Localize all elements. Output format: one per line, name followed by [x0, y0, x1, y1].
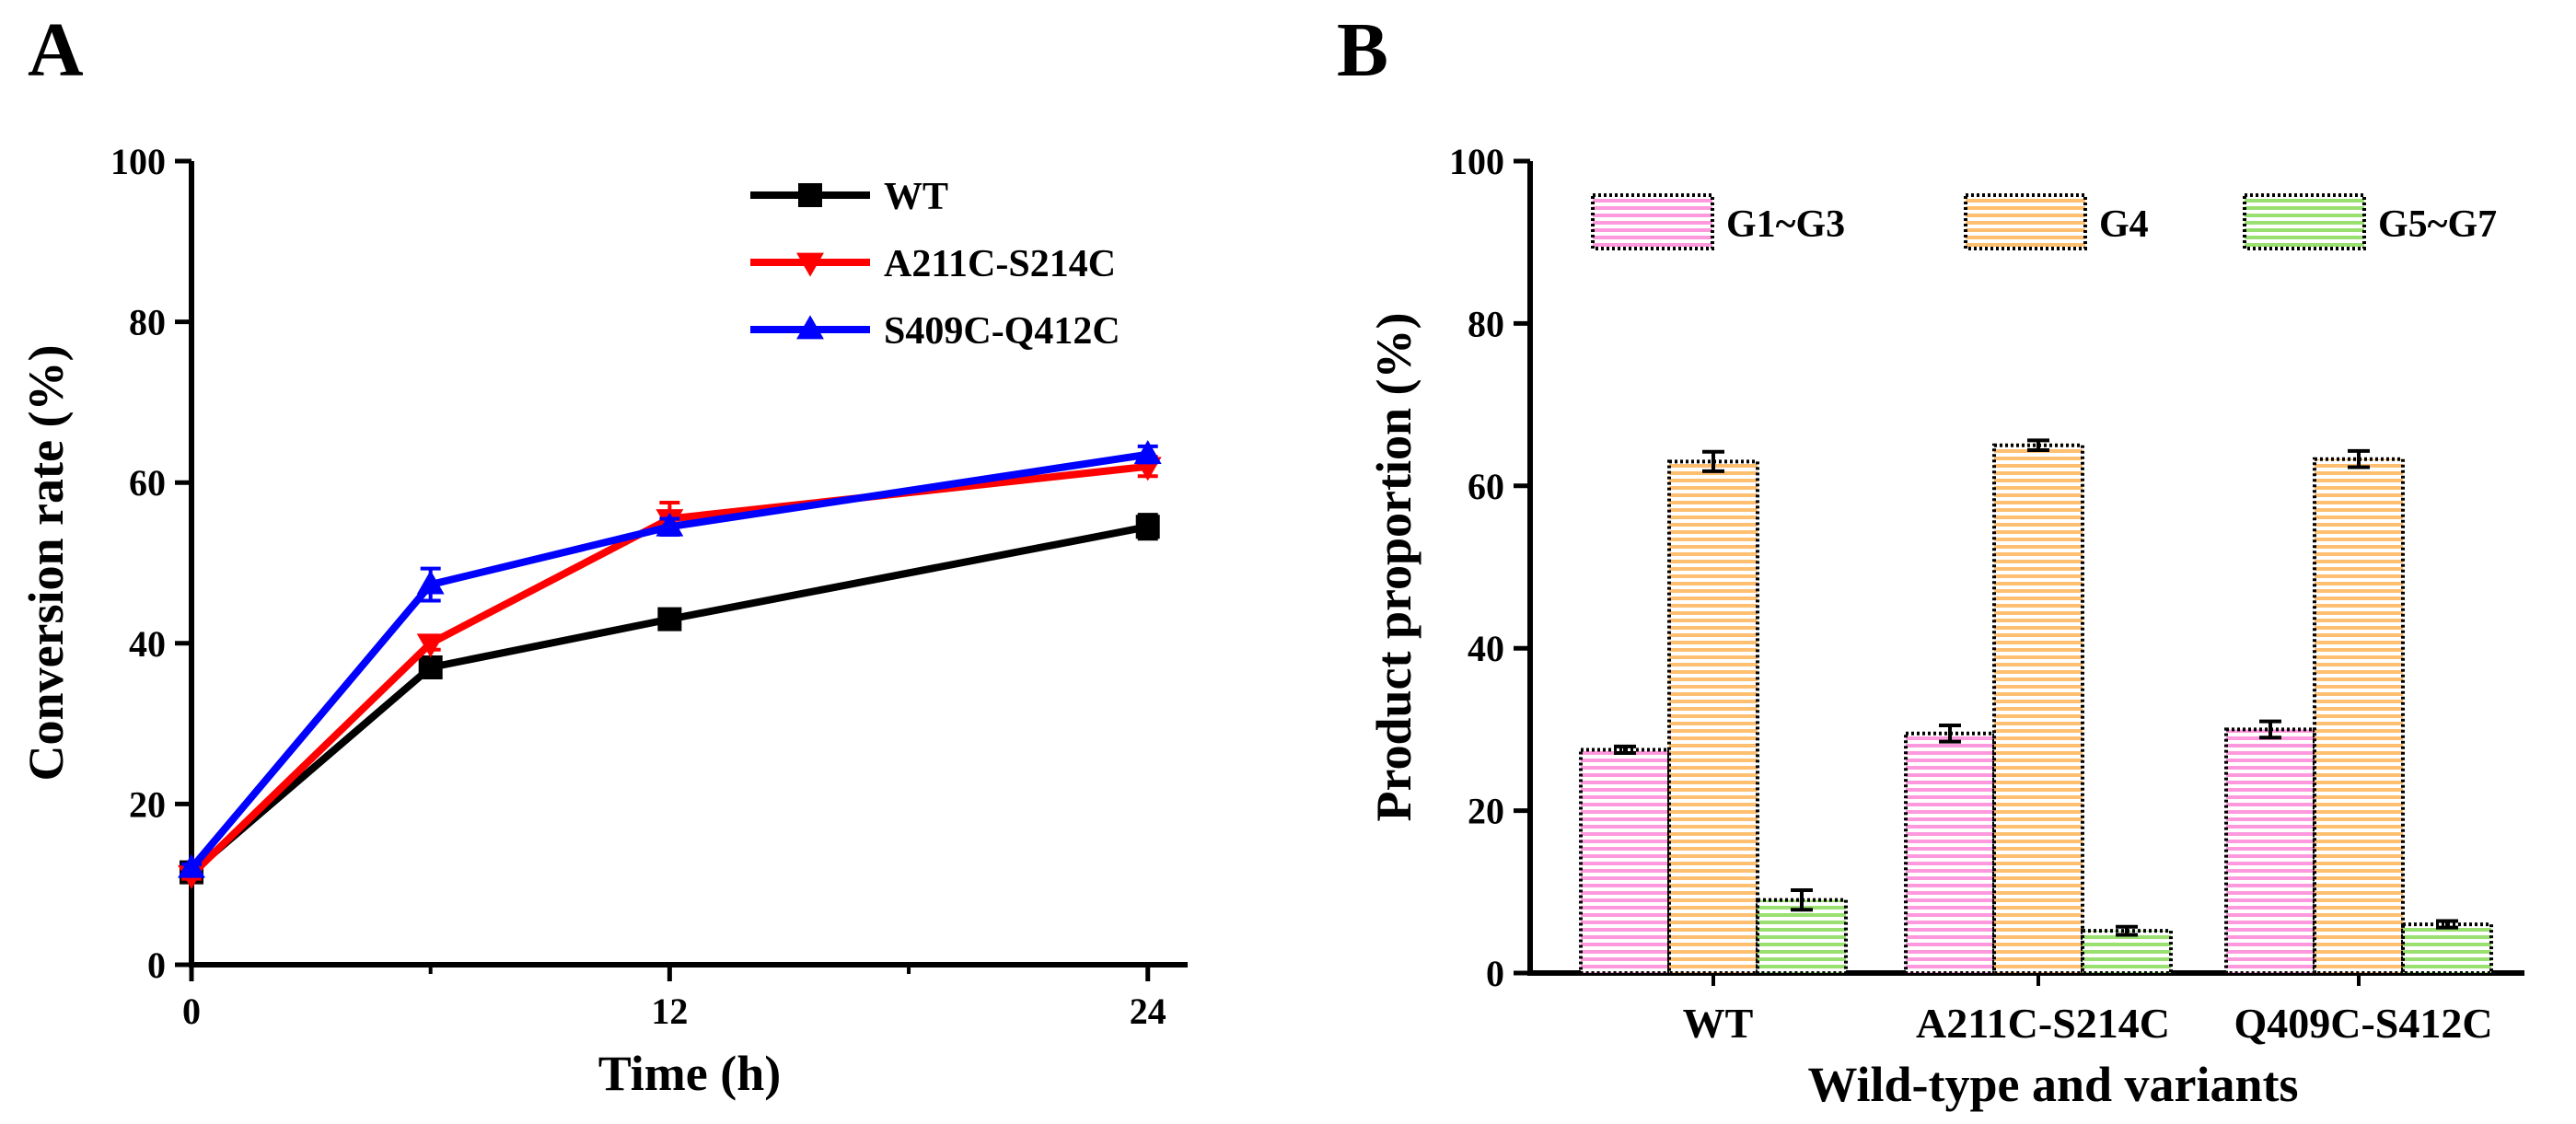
y-tick-label: 20 [1468, 791, 1504, 832]
legend-swatch [1591, 193, 1714, 250]
legend-swatch [2243, 193, 2366, 250]
bar-chart-bars [1579, 438, 2493, 976]
bar-chart-x-axis-title: Wild-type and variants [1807, 1057, 2298, 1112]
bar [1904, 731, 1996, 975]
legend-label: G5~G7 [2378, 203, 2497, 246]
bar-group-a211c-s214c [1904, 438, 2173, 975]
line-chart-legend: WT A211C-S214C S409C-Q412C [750, 176, 1120, 353]
y-tick-label: 80 [1468, 303, 1504, 344]
legend-label: G4 [2099, 203, 2149, 246]
line-chart-y-axis-title: Conversion rate (%) [18, 345, 74, 782]
data-point [416, 570, 445, 595]
line-chart-x-axis-title: Time (h) [598, 1046, 782, 1101]
series-line [189, 523, 1149, 875]
bar [1992, 443, 2084, 975]
x-tick-label: 0 [182, 991, 201, 1032]
data-point [416, 633, 445, 658]
bar [2224, 727, 2316, 976]
series-wt [180, 513, 1160, 885]
bar [1667, 459, 1759, 975]
legend-label: A211C-S214C [884, 243, 1116, 285]
bar [2401, 922, 2493, 976]
bar-group-wt [1579, 449, 1848, 976]
bar-group-q409c-s412c [2224, 448, 2493, 976]
y-tick-label: 80 [129, 302, 166, 343]
bar-chart-legend: G1~G3 G4 G5~G7 [1591, 193, 2497, 250]
legend-label: S409C-Q412C [884, 310, 1120, 353]
x-tick-label: A211C-S214C [1916, 1000, 2170, 1047]
bar-chart: 0 20 40 60 80 100 WT A211C-S214C Q409C-S412C G1~… [1366, 141, 2524, 1112]
y-tick-label: 60 [1468, 466, 1504, 507]
legend-label: G1~G3 [1726, 203, 1845, 246]
legend-label: WT [884, 176, 948, 218]
panel-label-a: A [28, 7, 84, 93]
y-tick-label: 100 [110, 141, 166, 182]
data-point [1135, 515, 1160, 539]
x-tick-label: 12 [651, 991, 688, 1032]
data-point [418, 655, 443, 679]
y-tick-label: 60 [129, 462, 166, 504]
x-tick-label: Q409C-S412C [2234, 1000, 2492, 1047]
line-chart-axes: 0 20 40 60 80 100 0 12 24 [110, 141, 1188, 1032]
panel-label-b: B [1337, 7, 1388, 93]
series-line [188, 450, 1149, 871]
y-tick-label: 20 [129, 783, 166, 825]
x-tick-label: WT [1683, 1000, 1754, 1047]
data-point [656, 512, 684, 537]
y-tick-label: 40 [1468, 628, 1504, 669]
y-tick-label: 0 [1486, 953, 1504, 994]
line-chart: 0 20 40 60 80 100 0 12 24 WT A211C-S214C S409C-Q41… [18, 141, 1188, 1101]
data-point [657, 607, 682, 632]
data-point [178, 853, 205, 878]
bar [2081, 929, 2173, 975]
series-s409c-q412c [178, 440, 1162, 878]
y-tick-label: 100 [1449, 141, 1504, 182]
bar [1756, 898, 1848, 975]
legend-marker [796, 252, 824, 277]
legend-swatch [1964, 193, 2087, 250]
legend-marker [798, 183, 822, 207]
bar [1579, 747, 1671, 976]
data-point [1133, 440, 1162, 465]
bar [2313, 457, 2405, 976]
y-tick-label: 0 [147, 944, 166, 986]
line-chart-series [178, 440, 1162, 889]
x-tick-label: 24 [1130, 991, 1166, 1032]
y-tick-label: 40 [129, 623, 166, 665]
bar-chart-y-axis-title: Product proportion (%) [1366, 313, 1421, 822]
legend-marker [796, 315, 824, 340]
